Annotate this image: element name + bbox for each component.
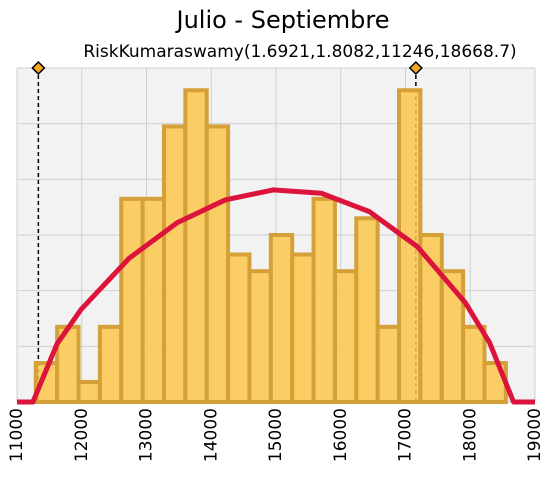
bar — [247, 269, 273, 404]
bar — [268, 233, 295, 404]
fit-curve — [17, 187, 535, 405]
marker-diamond — [408, 60, 423, 76]
bar — [204, 124, 231, 404]
bar — [119, 196, 145, 404]
bar — [226, 252, 252, 404]
bar — [332, 269, 359, 404]
x-tick-label: 16000 — [331, 408, 351, 462]
bar — [461, 324, 487, 405]
x-tick-label: 17000 — [396, 408, 416, 462]
x-tick-label: 19000 — [525, 408, 545, 462]
chart-title: Julio - Septiembre — [174, 6, 389, 34]
bar — [97, 324, 124, 405]
x-tick-label: 18000 — [460, 408, 480, 462]
bar — [161, 124, 188, 404]
x-tick-label: 13000 — [137, 408, 157, 462]
x-tick-label: 15000 — [266, 408, 286, 462]
bar — [354, 216, 380, 404]
bar — [76, 379, 102, 404]
bar — [183, 88, 209, 405]
bar — [290, 252, 316, 404]
bar — [140, 196, 166, 404]
x-tick-label: 12000 — [72, 408, 92, 462]
bar — [311, 196, 337, 404]
marker-diamond — [31, 60, 46, 76]
chart-subtitle: RiskKumaraswamy(1.6921,1.8082,11246,1866… — [83, 42, 516, 62]
x-tick-label: 14000 — [201, 408, 221, 462]
bar — [375, 324, 402, 405]
x-tick-label: 11000 — [7, 408, 27, 462]
